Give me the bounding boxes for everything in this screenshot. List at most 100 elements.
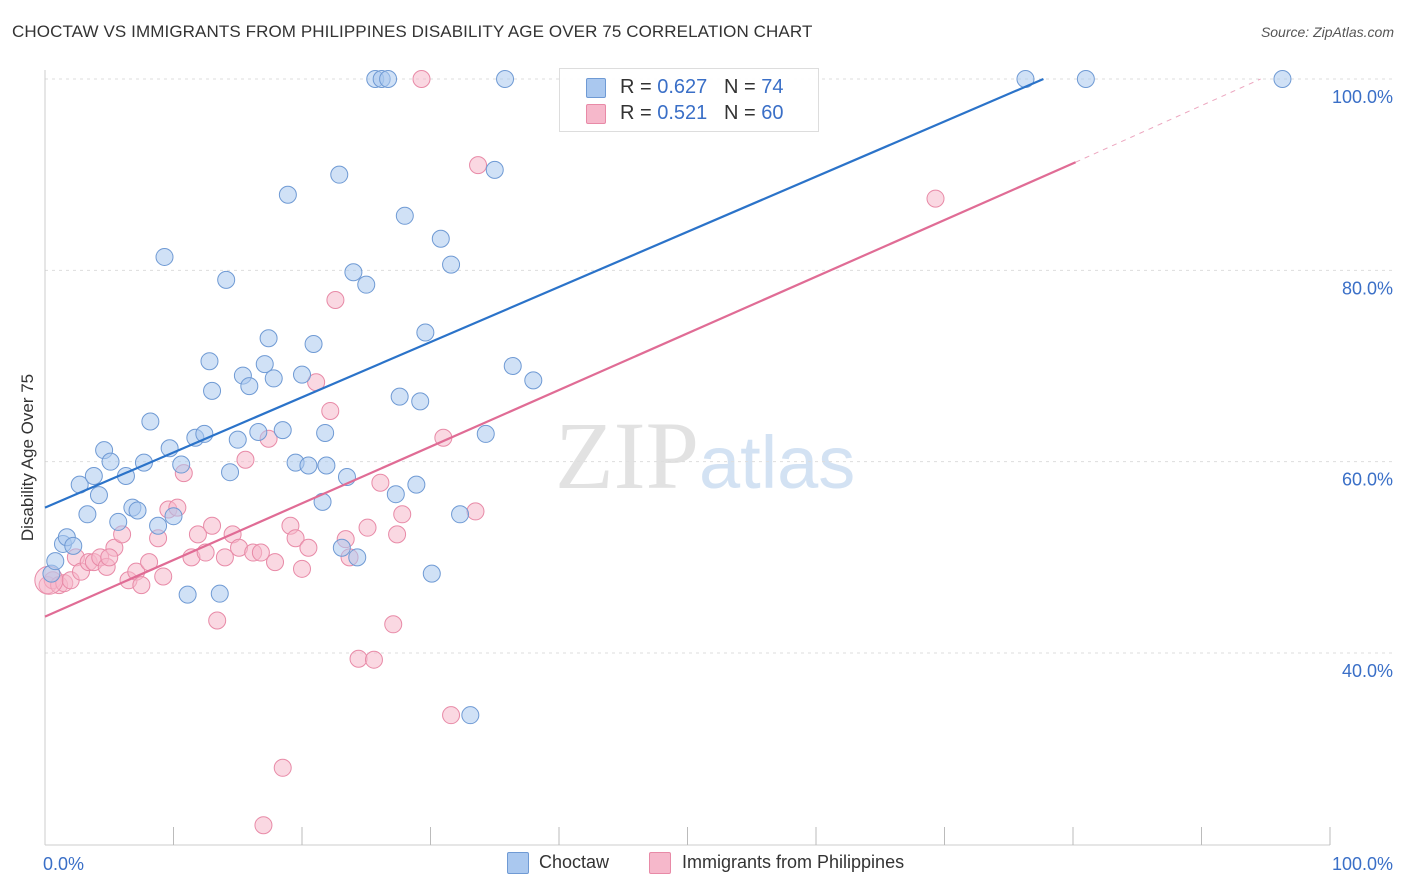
legend-n-label: N = [723,102,756,124]
legend-swatch-phil [586,104,606,124]
legend-n-value: 74 [761,76,784,98]
choctaw-point [461,706,480,725]
choctaw-point [451,505,470,524]
choctaw-point [485,160,504,179]
phil-point [203,516,222,535]
choctaw-point [210,584,229,603]
phil-trendline-extension [1075,78,1261,163]
choctaw-point [78,505,97,524]
choctaw-point [178,585,197,604]
choctaw-point [89,486,108,505]
phil-point [388,525,407,544]
choctaw-point [109,512,128,531]
axis-layer [44,70,1331,846]
legend-n-label: N = [723,76,756,98]
choctaw-point [240,377,259,396]
choctaw-point [228,430,247,449]
choctaw-point [217,270,236,289]
bottom-legend-phil: Immigrants from Philippines [682,852,905,872]
y-tick-label: 100.0% [1332,87,1393,107]
choctaw-point [84,467,103,486]
phil-point [384,615,403,634]
choctaw-point [273,421,292,440]
source-label: Source: ZipAtlas.com [1260,24,1394,40]
choctaw-point [141,412,160,431]
phil-point [273,758,292,777]
choctaw-point [128,501,147,520]
legend-text-phil: R = 0.521 N = 60 [620,102,783,125]
choctaw-point [304,334,323,353]
phil-point [208,611,227,630]
phil-point [349,649,368,668]
choctaw-point [299,456,318,475]
phil-point [371,473,390,492]
choctaw-point [524,371,543,390]
grid-layer [45,78,1392,654]
choctaw-point [164,507,183,526]
choctaw-point [379,70,398,88]
phil-trendline [44,161,1077,618]
legend-r-value: 0.521 [657,102,708,124]
bottom-legend-swatch-choctaw [507,852,529,874]
choctaw-point [407,475,426,494]
phil-point [236,450,255,469]
phil-point [299,538,318,557]
x-tick-label: 0.0% [43,854,84,874]
phil-point [442,706,461,725]
bottom-legend-swatch-phil [649,852,671,874]
bottom-legend: Choctaw Immigrants from Philippines [0,850,1406,880]
choctaw-point [496,70,515,88]
phil-point [266,553,285,572]
choctaw-point [416,323,435,342]
choctaw-trendline [44,77,1044,509]
phil-point [254,816,273,835]
choctaw-point [200,352,219,371]
phil-point [100,548,119,567]
choctaw-point [249,423,268,442]
stats-legend: R = 0.627 N = 74 R = 0.521 N = 60 [559,68,819,132]
y-tick-label: 80.0% [1342,278,1393,298]
phil-point [393,505,412,524]
choctaw-point [278,185,297,204]
y-tick-label: 60.0% [1342,470,1393,490]
choctaw-point [411,392,430,411]
choctaw-point [395,206,414,225]
trend-layer [44,77,1261,618]
choctaw-point [149,516,168,535]
phil-point [321,401,340,420]
legend-n-value: 60 [761,102,784,124]
choctaw-point [332,538,351,557]
choctaw-point [259,329,278,348]
choctaw-point [203,381,222,400]
phil-point [466,502,485,521]
choctaw-point [255,355,274,374]
phil-points [34,70,945,835]
label-layer: 40.0% 60.0% 80.0% 100.0% 0.0% 100.0% Disabilit… [18,87,1393,874]
phil-point [364,650,383,669]
choctaw-point [172,455,191,474]
choctaw-point [264,369,283,388]
choctaw-point [221,463,240,482]
choctaw-point [386,485,405,504]
choctaw-point [422,564,441,583]
phil-point [154,567,173,586]
y-axis-title: Disability Age Over 75 [18,374,37,541]
bottom-legend-choctaw: Choctaw [539,852,610,872]
choctaw-point [330,165,349,184]
chart-title: CHOCTAW VS IMMIGRANTS FROM PHILIPPINES D… [12,22,813,41]
choctaw-point [64,536,83,555]
choctaw-point [431,229,450,248]
choctaw-point [476,424,495,443]
phil-point [251,543,270,562]
phil-point [926,189,945,208]
choctaw-points [42,70,1292,725]
legend-text-choctaw: R = 0.627 N = 74 [620,76,783,99]
legend-r-label: R = [620,76,652,98]
choctaw-point [317,456,336,475]
choctaw-point [293,365,311,384]
choctaw-point [390,387,409,406]
legend-r-value: 0.627 [657,76,708,98]
phil-point [326,290,345,309]
choctaw-point [316,423,335,442]
